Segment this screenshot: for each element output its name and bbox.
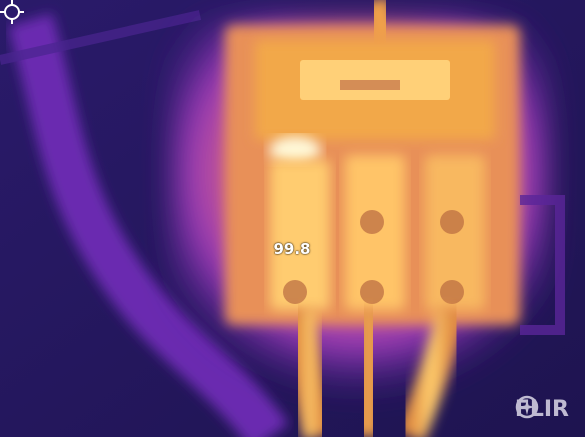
spot-temperature: 99.8 bbox=[273, 240, 311, 258]
wire-top bbox=[361, 0, 399, 44]
wire-middle bbox=[349, 309, 388, 437]
bolt bbox=[360, 280, 384, 304]
top-conduit bbox=[0, 10, 202, 65]
bolt bbox=[440, 210, 464, 234]
bolt bbox=[360, 210, 384, 234]
wire-right bbox=[396, 306, 467, 437]
flir-logo-icon bbox=[515, 395, 539, 419]
bolt bbox=[440, 280, 464, 304]
flir-logo: FLIR bbox=[515, 395, 569, 423]
right-frame bbox=[520, 195, 565, 335]
lug-left bbox=[270, 160, 330, 310]
panel-slot bbox=[340, 80, 400, 90]
wire-left bbox=[283, 308, 337, 437]
bolt bbox=[283, 280, 307, 304]
hot-spot bbox=[269, 136, 321, 164]
crosshair-icon bbox=[0, 0, 24, 24]
